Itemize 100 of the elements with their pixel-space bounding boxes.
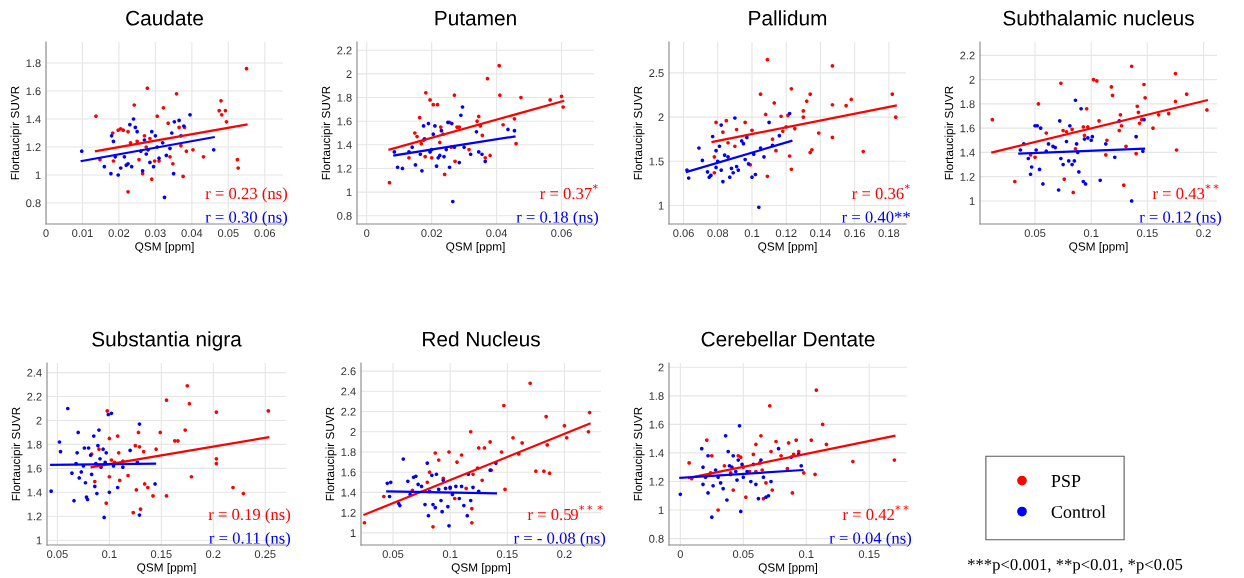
x-tick-label: 0.06	[254, 229, 276, 238]
y-tick-label: 1.4	[337, 141, 352, 149]
y-tick-label: 1.8	[337, 93, 352, 102]
annotation: r = 0.43$^{**}$	[1152, 183, 1219, 200]
y-tick-label: 2	[350, 428, 356, 436]
chart-title: Caudate	[126, 10, 203, 26]
x-tick-label: 0.25	[254, 550, 276, 559]
annotation: r = 0.04 (ns)	[829, 531, 912, 548]
x-tick-label: 0.04	[486, 229, 508, 238]
y-tick-label: 1.8	[649, 392, 664, 400]
y-axis-title: Flortaucipir SUVR	[633, 407, 645, 501]
annotation: r = - 0.08 (ns)	[513, 531, 606, 548]
y-tick-label: 1.6	[337, 117, 352, 126]
x-tick-label: 0.1	[442, 550, 458, 559]
x-tick-label: 0.05	[732, 550, 754, 559]
text: ***p<0.001, **p<0.01, *p<0.05	[967, 558, 1183, 574]
y-axis-title: Flortaucipir SUVR	[11, 407, 23, 501]
y-tick-label: 2	[36, 416, 42, 425]
legend-label: PSP	[1051, 474, 1081, 488]
y-tick-label: 1.2	[341, 508, 356, 517]
x-tick-label: 0.2	[205, 550, 221, 559]
x-tick-label: 0.18	[878, 229, 900, 238]
x-axis-title: QSM [ppm]	[758, 563, 818, 574]
y-tick-label: 1.4	[649, 449, 664, 457]
x-tick-label: 0	[43, 229, 49, 238]
y-tick-label: 1.8	[26, 59, 41, 68]
annotation: r = 0.12 (ns)	[1139, 210, 1222, 227]
x-tick-label: 0.1	[798, 550, 814, 559]
y-tick-label: 1.4	[27, 488, 42, 497]
annotation: r = 0.40**	[841, 211, 910, 223]
x-tick-label: 0.02	[421, 229, 442, 238]
y-tick-label: 2.2	[27, 392, 42, 401]
y-tick-label: 1	[350, 529, 356, 537]
y-tick-label: 1.2	[649, 477, 664, 486]
chart-title: Pallidum	[749, 10, 827, 26]
x-tick-label: 0.06	[673, 229, 694, 238]
y-tick-label: 2.4	[341, 387, 356, 396]
y-tick-label: 2	[658, 113, 664, 122]
x-tick-label: 0.15	[150, 550, 172, 559]
x-tick-label: 0.1	[102, 550, 117, 559]
chart-title: Cerebellar Dentate	[701, 331, 875, 347]
y-tick-label: 1.2	[27, 512, 42, 521]
y-tick-label: 1.4	[341, 488, 356, 497]
y-tick-label: 1	[658, 506, 664, 515]
x-tick-label: 0.1	[744, 229, 760, 238]
x-tick-label: 0.05	[47, 550, 68, 559]
annotation: r = 0.11 (ns)	[209, 531, 291, 548]
annotation: r = 0.19 (ns)	[208, 508, 291, 524]
y-tick-label: 1	[36, 536, 42, 545]
x-axis-title: QSM [ppm]	[137, 563, 196, 574]
x-axis-title: QSM [ppm]	[451, 563, 511, 574]
y-tick-label: 1.2	[960, 172, 975, 181]
x-tick-label: 0.2	[557, 550, 572, 559]
y-tick-label: 2	[969, 75, 975, 84]
chart-title: Subthalamic nucleus	[1003, 10, 1194, 26]
x-tick-label: 0.05	[217, 229, 239, 238]
x-tick-label: 0.05	[1024, 229, 1046, 238]
x-tick-label: 0.14	[810, 229, 831, 238]
y-tick-label: 1.4	[960, 148, 975, 157]
x-tick-label: 0.01	[72, 229, 93, 238]
chart-title: Red Nucleus	[423, 331, 540, 347]
x-tick-label: 0.08	[707, 229, 729, 238]
y-tick-label: 1.6	[341, 468, 356, 477]
x-tick-label: 0.03	[145, 229, 166, 238]
y-tick-label: 1.6	[26, 87, 41, 96]
y-tick-label: 2.5	[649, 69, 664, 78]
y-tick-label: 2.2	[960, 51, 975, 60]
x-tick-label: 0.15	[1136, 229, 1158, 238]
x-tick-label: 0.15	[496, 550, 518, 559]
annotation: r = 0.42$^{**}$	[842, 504, 909, 521]
y-tick-label: 2.4	[27, 368, 42, 377]
chart-title: Putamen	[435, 11, 516, 26]
y-tick-label: 1.6	[960, 124, 975, 133]
y-tick-label: 2.6	[341, 367, 356, 376]
y-tick-label: 1	[35, 171, 41, 180]
x-tick-label: 0.12	[775, 229, 797, 238]
y-tick-label: 1.6	[649, 420, 664, 429]
x-tick-label: 0.2	[1196, 229, 1211, 238]
x-tick-label: 0.06	[551, 229, 572, 238]
x-tick-label: 0.02	[108, 229, 130, 238]
x-axis-title: QSM [ppm]	[758, 242, 817, 253]
y-axis-title: Flortaucipir SUVR	[325, 407, 337, 501]
x-axis-title: QSM [ppm]	[135, 242, 194, 253]
y-axis-title: Flortaucipir SUVR	[321, 86, 333, 180]
y-tick-label: 2	[658, 363, 664, 372]
annotation: r = 0.18 (ns)	[516, 210, 599, 227]
y-tick-label: 1.4	[26, 115, 41, 124]
annotation: r = 0.37$^{*}$	[540, 183, 598, 200]
x-tick-label: 0	[677, 550, 683, 559]
x-tick-label: 0.16	[844, 229, 865, 238]
y-axis-title: Flortaucipir SUVR	[10, 86, 22, 180]
y-tick-label: 1.2	[337, 164, 352, 173]
y-tick-label: 1	[969, 197, 975, 205]
chart-title: Substantia nigra	[92, 331, 242, 351]
annotation: r = 0.23 (ns)	[205, 187, 288, 203]
y-tick-label: 1.6	[27, 464, 42, 473]
x-axis-title: QSM [ppm]	[1069, 242, 1128, 253]
x-tick-label: 0.1	[1083, 229, 1099, 238]
y-tick-label: 1	[346, 188, 352, 197]
annotation: r = 0.59$^{***}$	[527, 504, 603, 521]
